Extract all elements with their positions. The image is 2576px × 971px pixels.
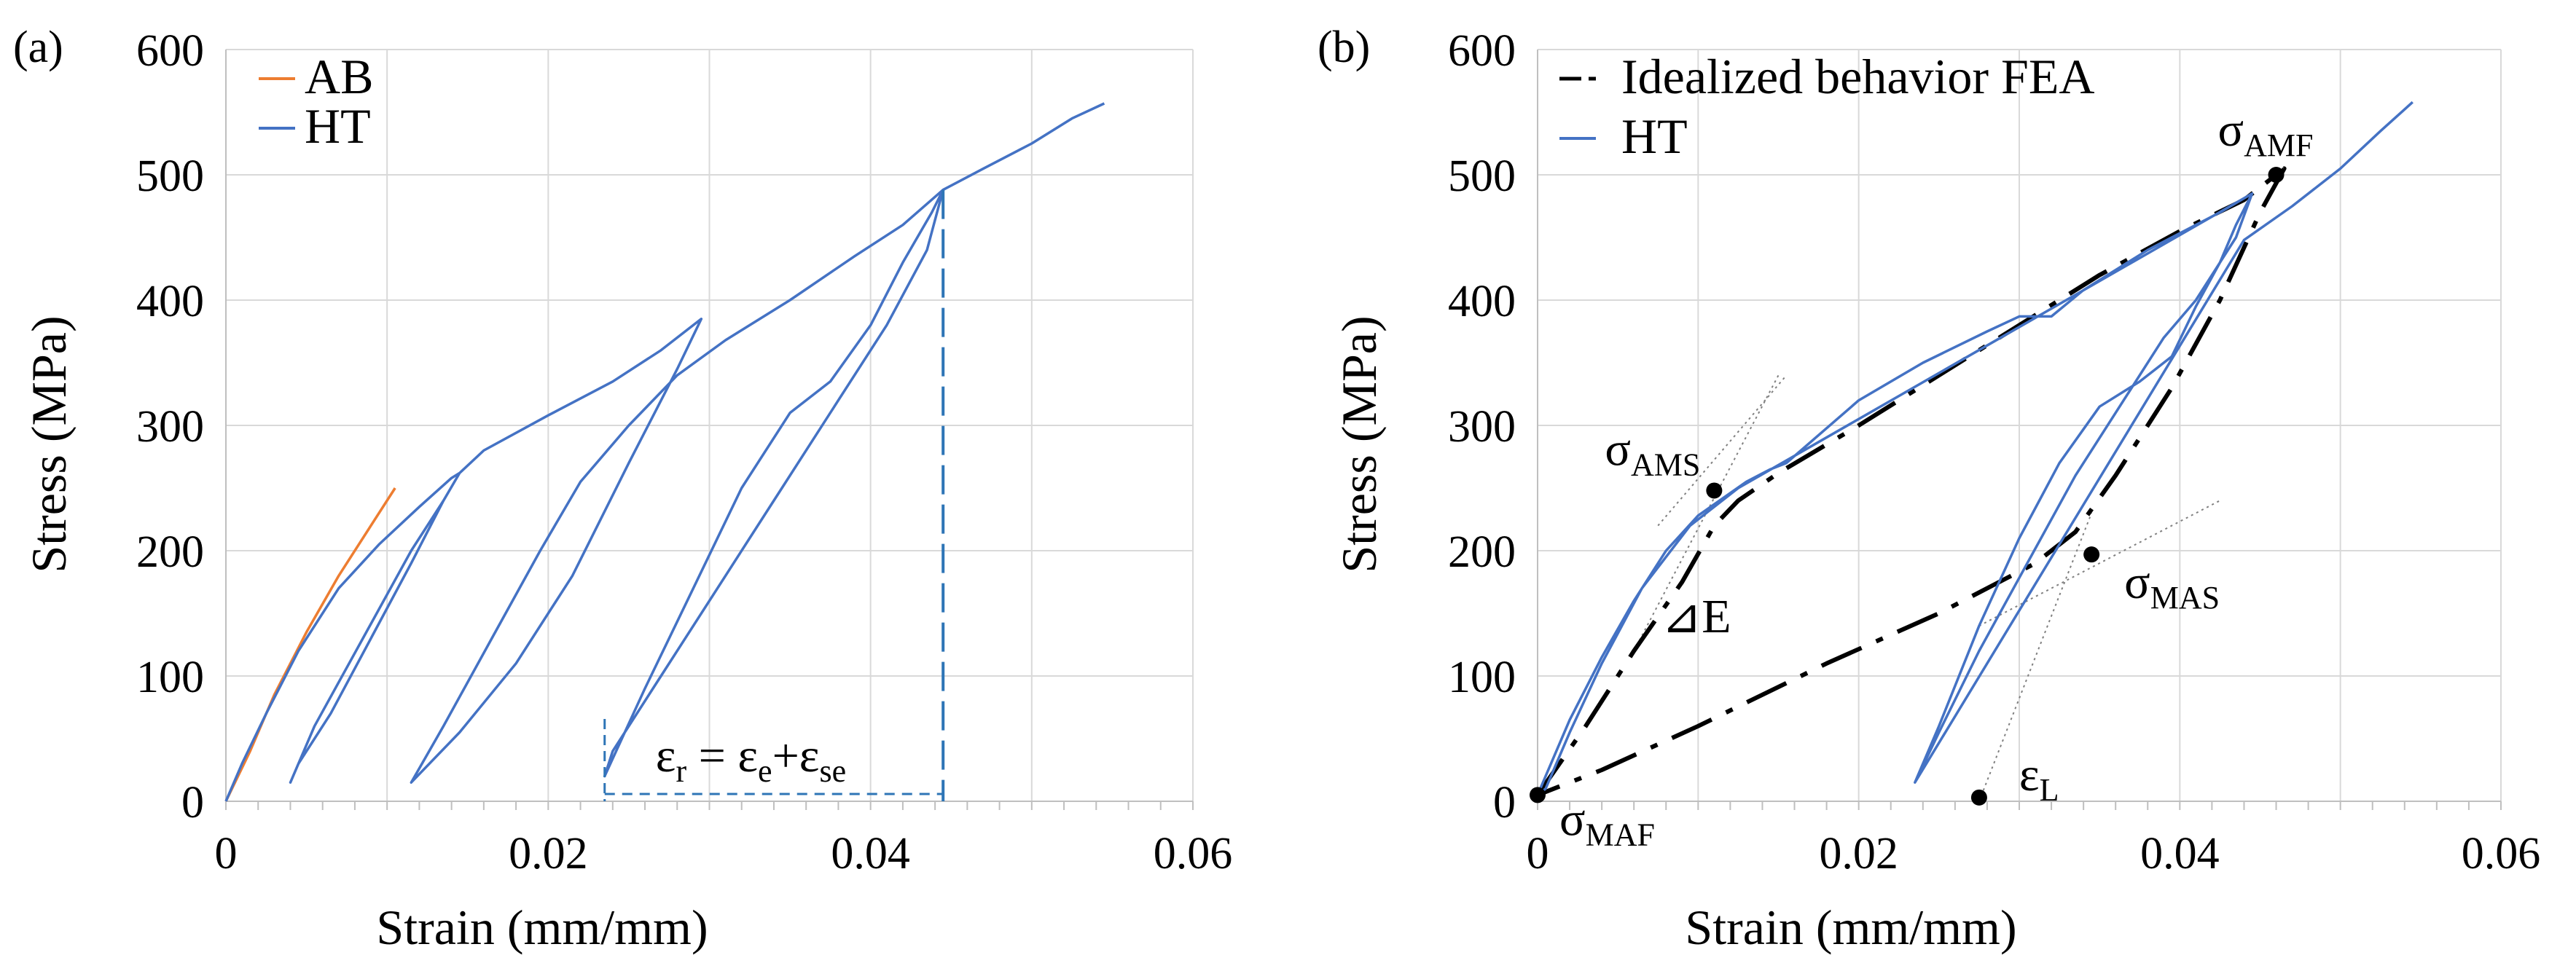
panel-a-x-ticks: 0 0.02 0.04 0.06 [215,801,1233,878]
sigma-MAS-label: σMAS [2124,556,2220,616]
x-tick-label: 0 [215,829,238,878]
y-tick-label: 400 [136,277,204,326]
panel-a-label: (a) [13,23,63,72]
x-tick-label: 0 [1527,829,1549,878]
panel-b-x-ticks: 0 0.02 0.04 0.06 [1527,801,2541,878]
x-tick-label: 0.06 [2462,829,2541,878]
panel-a-strain-annotation: εr = εe+εse [603,189,945,801]
y-tick-label: 500 [1448,152,1516,201]
epsilon-L-marker [1970,789,1987,806]
y-tick-label: 0 [1493,778,1516,827]
legend-label-ht-b: HT [1621,109,1688,164]
tangent-line [1657,374,1788,527]
sigma-AMF-label: σAMF [2218,103,2314,163]
y-tick-label: 0 [181,778,204,827]
panel-b-markers: σAMS σAMF σMAS σMAF εL [1530,103,2313,852]
y-tick-label: 300 [1448,402,1516,452]
sigma-MAF-marker [1530,787,1546,803]
y-tick-label: 500 [136,152,204,201]
series-line-idealized-behavior-fea [1535,166,2287,798]
legend-label-fea: Idealized behavior FEA [1621,49,2095,104]
annotation-equation: εr = εe+εse [656,729,846,789]
x-tick-label: 0.02 [1819,829,1898,878]
sigma-MAS-marker [2083,546,2100,563]
x-tick-label: 0.06 [1154,829,1233,878]
y-tick-label: 600 [136,26,204,76]
legend-label-ht: HT [305,98,371,154]
panel-a-gridlines [226,49,1194,801]
series-line-ht [224,102,1105,802]
panel-a-y-label: Stress (MPa) [21,315,77,573]
panel-a-legend: AB HT [259,49,373,154]
panel-b-legend: Idealized behavior FEA HT [1559,49,2095,164]
y-tick-label: 200 [1448,527,1516,577]
series-line-ht [1536,101,2413,797]
panel-a-chart: 0 0.02 0.04 0.06 0 100 200 300 400 500 600 εr = ε… [13,23,1232,955]
panel-a-y-ticks: 0 100 200 300 400 500 600 [136,26,204,827]
tangent-line [1978,513,2093,802]
sigma-AMS-label: σAMS [1605,422,1700,482]
sigma-AMS-marker [1706,482,1723,499]
panel-b-label: (b) [1318,23,1370,72]
y-tick-label: 200 [136,527,204,577]
x-tick-label: 0.02 [509,829,588,878]
y-tick-label: 100 [1448,653,1516,702]
tangent-line [1978,500,2220,627]
panel-a-x-label: Strain (mm/mm) [376,900,708,955]
y-tick-label: 400 [1448,277,1516,326]
modulus-label: ⊿E [1661,590,1731,643]
epsilon-L-label: εL [2019,748,2059,808]
sigma-AMF-marker [2268,167,2285,183]
panel-b-y-label: Stress (MPa) [1331,315,1387,573]
panel-b-y-ticks: 0 100 200 300 400 500 600 [1448,26,1516,827]
sigma-MAF-label: σMAF [1559,793,1655,852]
legend-label-ab: AB [305,49,373,104]
panel-b-x-label: Strain (mm/mm) [1685,900,2016,955]
x-tick-label: 0.04 [2140,829,2220,878]
series-line-ab [224,487,396,802]
panel-b-series [1535,101,2413,798]
y-tick-label: 300 [136,402,204,452]
y-tick-label: 100 [136,653,204,702]
panel-b-tangent-lines [1633,374,2220,802]
panel-a-series [224,102,1105,802]
x-tick-label: 0.04 [831,829,910,878]
y-tick-label: 600 [1448,26,1516,76]
panel-b-gridlines [1538,49,2502,801]
